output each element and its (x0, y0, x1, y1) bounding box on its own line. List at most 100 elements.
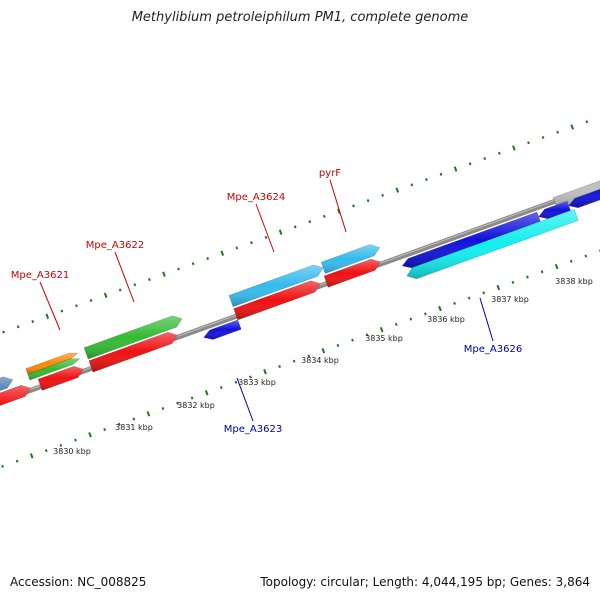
inner-minor-tick (292, 359, 296, 363)
inner-minor-tick (44, 449, 48, 453)
position-label: 3838 kbp (555, 277, 593, 286)
outer-minor-tick (556, 130, 559, 134)
outer-major-tick (220, 250, 225, 256)
inner-minor-tick (161, 407, 165, 411)
inner-minor-tick (467, 296, 471, 300)
position-label: 3833 kbp (238, 378, 276, 387)
position-label: 3832 kbp (177, 401, 215, 410)
outer-minor-tick (527, 141, 530, 145)
outer-major-tick (45, 313, 50, 319)
map-title: Methylibium petroleiphilum PM1, complete… (131, 10, 469, 25)
cds-red-1-shade (0, 385, 31, 406)
callout-line (114, 251, 135, 303)
cds-mpe-a3626-shade (406, 209, 579, 279)
inner-major-tick (29, 453, 34, 459)
cds-green-small-shade (27, 358, 80, 380)
callout-line (255, 203, 275, 253)
outer-minor-tick (497, 151, 501, 155)
callout-line (479, 297, 494, 342)
inner-minor-tick (351, 338, 354, 342)
gene-label: Mpe_A3622 (86, 240, 144, 251)
inner-minor-tick (1, 464, 4, 468)
inner-minor-tick (249, 375, 252, 379)
inner-major-tick (146, 411, 151, 417)
outer-minor-tick (264, 235, 268, 239)
inner-minor-tick (409, 317, 413, 321)
position-label: 3831 kbp (115, 423, 153, 432)
inner-minor-tick (307, 354, 311, 358)
inner-minor-tick (103, 428, 106, 432)
outer-minor-tick (585, 120, 589, 124)
position-label: 3834 kbp (301, 356, 339, 365)
inner-minor-tick (219, 385, 223, 390)
inner-minor-tick (526, 275, 529, 279)
inner-minor-tick (278, 364, 281, 368)
gene-label: Mpe_A3621 (11, 270, 69, 281)
callout-line (236, 377, 254, 422)
accession-text: Accession: NC_008825 (10, 575, 147, 589)
outer-minor-tick (425, 178, 428, 182)
inner-major-tick (379, 326, 384, 333)
cds-mpe-a3623-shade (203, 319, 242, 340)
inner-major-tick (438, 305, 442, 312)
outer-minor-tick (352, 204, 355, 208)
cds-red-5-shade (324, 259, 381, 288)
inner-minor-tick (59, 443, 63, 447)
inner-minor-tick (365, 333, 369, 337)
inner-major-tick (263, 369, 267, 375)
inner-minor-tick (424, 312, 427, 316)
outer-minor-tick (118, 288, 122, 292)
cds-red-4-shade (233, 280, 321, 320)
inner-major-tick (204, 390, 209, 396)
outer-minor-tick (206, 256, 210, 260)
callout-line (39, 281, 61, 331)
inner-minor-tick (394, 322, 398, 326)
cds-red-2-shade (38, 366, 84, 391)
inner-minor-tick (117, 422, 121, 426)
outer-minor-tick (410, 183, 414, 187)
inner-minor-tick (584, 254, 588, 258)
inner-minor-tick (74, 438, 77, 442)
inner-minor-tick (234, 380, 238, 384)
outer-major-tick (395, 187, 400, 193)
inner-minor-tick (15, 459, 19, 463)
cds-mpe-a3622-shade (84, 315, 183, 359)
inner-major-tick (496, 284, 501, 291)
outer-minor-tick (191, 262, 195, 266)
outer-minor-tick (468, 162, 472, 166)
outer-minor-tick (250, 241, 253, 245)
outer-major-tick (162, 271, 166, 277)
inner-minor-tick (176, 401, 179, 405)
cds-blue-edge-shade (568, 189, 600, 208)
position-label: 3836 kbp (427, 315, 465, 324)
gene-label: Mpe_A3624 (227, 192, 285, 203)
feature-track (0, 180, 600, 406)
outer-minor-tick (75, 304, 78, 308)
cds-orange-shade (25, 353, 78, 375)
outer-major-tick (278, 229, 283, 235)
cds-blue-long-shade (402, 212, 541, 268)
inner-minor-tick (511, 280, 515, 284)
gene-label: Mpe_A3623 (224, 424, 282, 435)
outer-minor-tick (366, 199, 370, 203)
inner-minor-tick (540, 270, 544, 274)
position-label: 3835 kbp (365, 334, 403, 343)
cds-pyrf-shade (321, 244, 380, 274)
cds-mpe-a3624-shade (229, 264, 324, 307)
outer-minor-tick (322, 214, 326, 218)
outer-minor-tick (541, 135, 545, 140)
outer-minor-tick (60, 309, 64, 313)
outer-minor-tick (2, 330, 5, 334)
inner-major-tick (88, 432, 92, 438)
outer-major-tick (453, 166, 458, 172)
outer-minor-tick (235, 246, 239, 250)
outer-minor-tick (483, 157, 487, 161)
outer-minor-tick (148, 277, 151, 282)
inner-minor-tick (132, 417, 136, 421)
genome-summary-text: Topology: circular; Length: 4,044,195 bp… (260, 575, 590, 589)
inner-major-tick (554, 263, 559, 270)
outer-minor-tick (308, 220, 312, 224)
outer-minor-tick (16, 325, 20, 329)
cds-blue-short-shade (538, 201, 571, 219)
